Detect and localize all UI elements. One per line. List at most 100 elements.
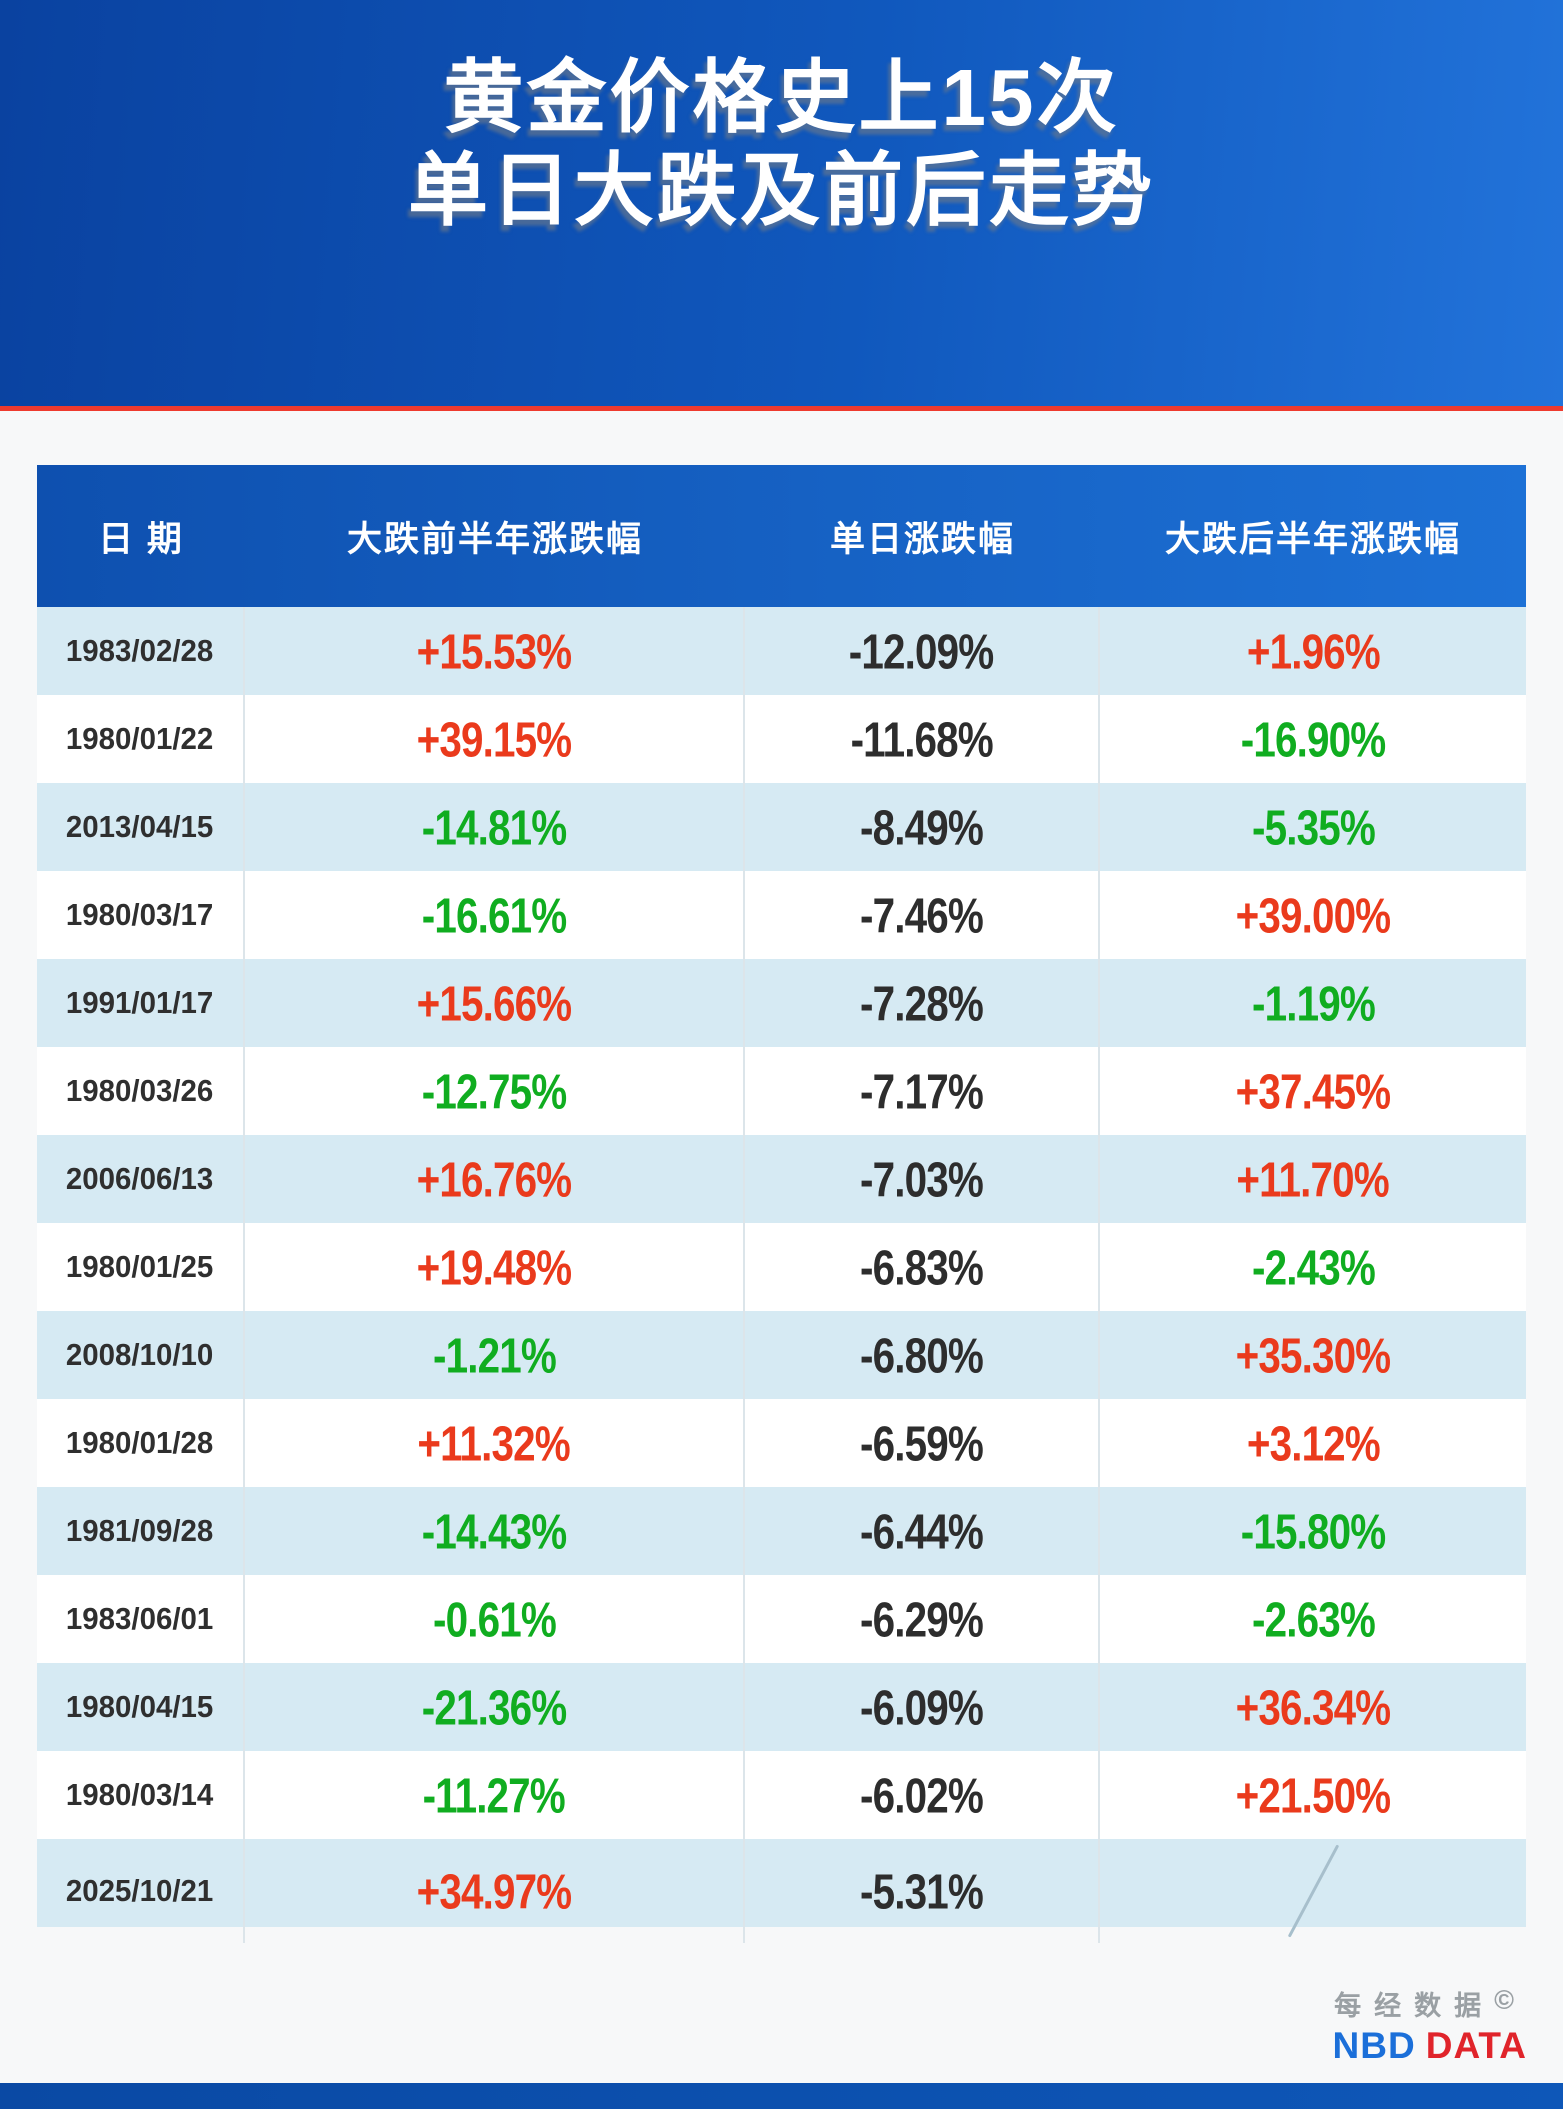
- header-before-change: 大跌前半年涨跌幅: [346, 519, 643, 559]
- date-cell: 1991/01/17: [37, 959, 245, 1047]
- footer-brand: 每经数据© NBD DATA: [1333, 1984, 1527, 2067]
- value-text: -6.02%: [860, 1767, 984, 1823]
- bottom-bar: [0, 2083, 1563, 2109]
- after-change-cell: +39.00%: [1100, 871, 1526, 959]
- day-change-cell: -6.44%: [745, 1487, 1100, 1575]
- after-change-cell: +21.50%: [1100, 1751, 1526, 1839]
- value-text: -7.03%: [860, 1151, 984, 1207]
- day-change-cell: -6.83%: [745, 1223, 1100, 1311]
- before-change-cell: -16.61%: [245, 871, 745, 959]
- after-change-cell: +1.96%: [1100, 607, 1526, 695]
- after-change-cell: [1100, 1839, 1526, 1943]
- value-text: +35.30%: [1235, 1327, 1392, 1383]
- value-text: +11.70%: [1236, 1151, 1390, 1207]
- day-change-cell: -6.80%: [745, 1311, 1100, 1399]
- value-text: -12.75%: [421, 1063, 567, 1119]
- date-text: 2006/06/13: [66, 1161, 214, 1196]
- date-cell: 1983/06/01: [37, 1575, 245, 1663]
- value-text: +34.97%: [416, 1863, 573, 1919]
- value-text: +36.34%: [1235, 1679, 1392, 1735]
- date-cell: 2008/10/10: [37, 1311, 245, 1399]
- value-text: -6.44%: [860, 1503, 984, 1559]
- value-text: +11.32%: [417, 1415, 571, 1471]
- page-title-line-2: 单日大跌及前后走势: [408, 145, 1155, 235]
- date-cell: 1980/01/28: [37, 1399, 245, 1487]
- before-change-cell: +39.15%: [245, 695, 745, 783]
- date-text: 1980/03/14: [66, 1777, 214, 1812]
- before-change-cell: -0.61%: [245, 1575, 745, 1663]
- value-text: -6.80%: [860, 1327, 984, 1383]
- value-text: +16.76%: [416, 1151, 573, 1207]
- day-change-cell: -11.68%: [745, 695, 1100, 783]
- table-body: 1983/02/28 +15.53% -12.09% +1.96% 1980/01/22…: [37, 607, 1526, 1943]
- day-change-cell: -7.17%: [745, 1047, 1100, 1135]
- date-text: 1981/09/28: [66, 1513, 214, 1548]
- date-text: 1980/01/22: [66, 721, 214, 756]
- table-row: 1980/03/14 -11.27% -6.02% +21.50%: [37, 1751, 1526, 1839]
- before-change-cell: +15.53%: [245, 607, 745, 695]
- value-text: -12.09%: [849, 623, 994, 679]
- after-change-cell: +11.70%: [1100, 1135, 1526, 1223]
- table-row: 2025/10/21 +34.97% -5.31%: [37, 1839, 1526, 1943]
- after-change-cell: +35.30%: [1100, 1311, 1526, 1399]
- date-cell: 1980/01/25: [37, 1223, 245, 1311]
- value-text: -6.09%: [860, 1679, 984, 1735]
- copyright-mark: ©: [1494, 1984, 1527, 2015]
- before-change-cell: +11.32%: [245, 1399, 745, 1487]
- brand-english: NBD DATA: [1333, 2025, 1527, 2067]
- value-text: +39.15%: [416, 711, 573, 767]
- brand-data: DATA: [1425, 2025, 1527, 2066]
- before-change-cell: +16.76%: [245, 1135, 745, 1223]
- value-text: -1.21%: [432, 1327, 557, 1383]
- table-row: 1980/03/26 -12.75% -7.17% +37.45%: [37, 1047, 1526, 1135]
- brand-chinese-text: 每经数据: [1334, 1991, 1495, 2021]
- value-text: +15.53%: [416, 623, 573, 679]
- day-change-cell: -12.09%: [745, 607, 1100, 695]
- value-text: +21.50%: [1235, 1767, 1392, 1823]
- after-change-cell: +36.34%: [1100, 1663, 1526, 1751]
- before-change-cell: +19.48%: [245, 1223, 745, 1311]
- value-text: -7.28%: [860, 975, 984, 1031]
- value-text: +39.00%: [1235, 887, 1392, 943]
- value-text: -16.61%: [421, 887, 567, 943]
- value-text: -0.61%: [432, 1591, 557, 1647]
- table-row: 1991/01/17 +15.66% -7.28% -1.19%: [37, 959, 1526, 1047]
- day-change-cell: -7.03%: [745, 1135, 1100, 1223]
- value-text: -14.81%: [421, 799, 567, 855]
- day-change-cell: -7.46%: [745, 871, 1100, 959]
- header-day-change: 单日涨跌幅: [829, 519, 1015, 559]
- date-text: 1980/01/28: [66, 1425, 214, 1460]
- value-text: -5.31%: [860, 1863, 984, 1919]
- date-cell: 2025/10/21: [37, 1839, 245, 1943]
- date-text: 2008/10/10: [66, 1337, 214, 1372]
- date-cell: 2006/06/13: [37, 1135, 245, 1223]
- before-change-cell: -12.75%: [245, 1047, 745, 1135]
- day-change-cell: -5.31%: [745, 1839, 1100, 1943]
- date-text: 1991/01/17: [66, 985, 214, 1020]
- table-row: 1983/06/01 -0.61% -6.29% -2.63%: [37, 1575, 1526, 1663]
- table-row: 1980/01/28 +11.32% -6.59% +3.12%: [37, 1399, 1526, 1487]
- table-row: 1983/02/28 +15.53% -12.09% +1.96%: [37, 607, 1526, 695]
- date-text: 1980/03/17: [66, 897, 214, 932]
- date-cell: 2013/04/15: [37, 783, 245, 871]
- page-title-line-1: 黄金价格史上15次: [443, 53, 1120, 142]
- value-text: -2.63%: [1251, 1591, 1376, 1647]
- value-text: -6.83%: [860, 1239, 984, 1295]
- value-text: -6.29%: [860, 1591, 984, 1647]
- date-cell: 1980/04/15: [37, 1663, 245, 1751]
- value-text: -7.17%: [860, 1063, 984, 1119]
- date-cell: 1981/09/28: [37, 1487, 245, 1575]
- value-text: -7.46%: [860, 887, 984, 943]
- value-text: -11.68%: [850, 711, 993, 767]
- table-row: 1980/01/25 +19.48% -6.83% -2.43%: [37, 1223, 1526, 1311]
- value-text: -5.35%: [1251, 799, 1376, 855]
- value-text: -21.36%: [421, 1679, 567, 1735]
- value-text: -1.19%: [1251, 975, 1376, 1031]
- value-text: +3.12%: [1246, 1415, 1380, 1471]
- date-cell: 1980/03/14: [37, 1751, 245, 1839]
- value-text: -14.43%: [421, 1503, 567, 1559]
- value-text: -8.49%: [860, 799, 984, 855]
- slash-placeholder-icon: [1287, 1844, 1339, 1938]
- date-text: 1983/06/01: [66, 1601, 214, 1636]
- brand-chinese: 每经数据©: [1333, 1984, 1527, 2023]
